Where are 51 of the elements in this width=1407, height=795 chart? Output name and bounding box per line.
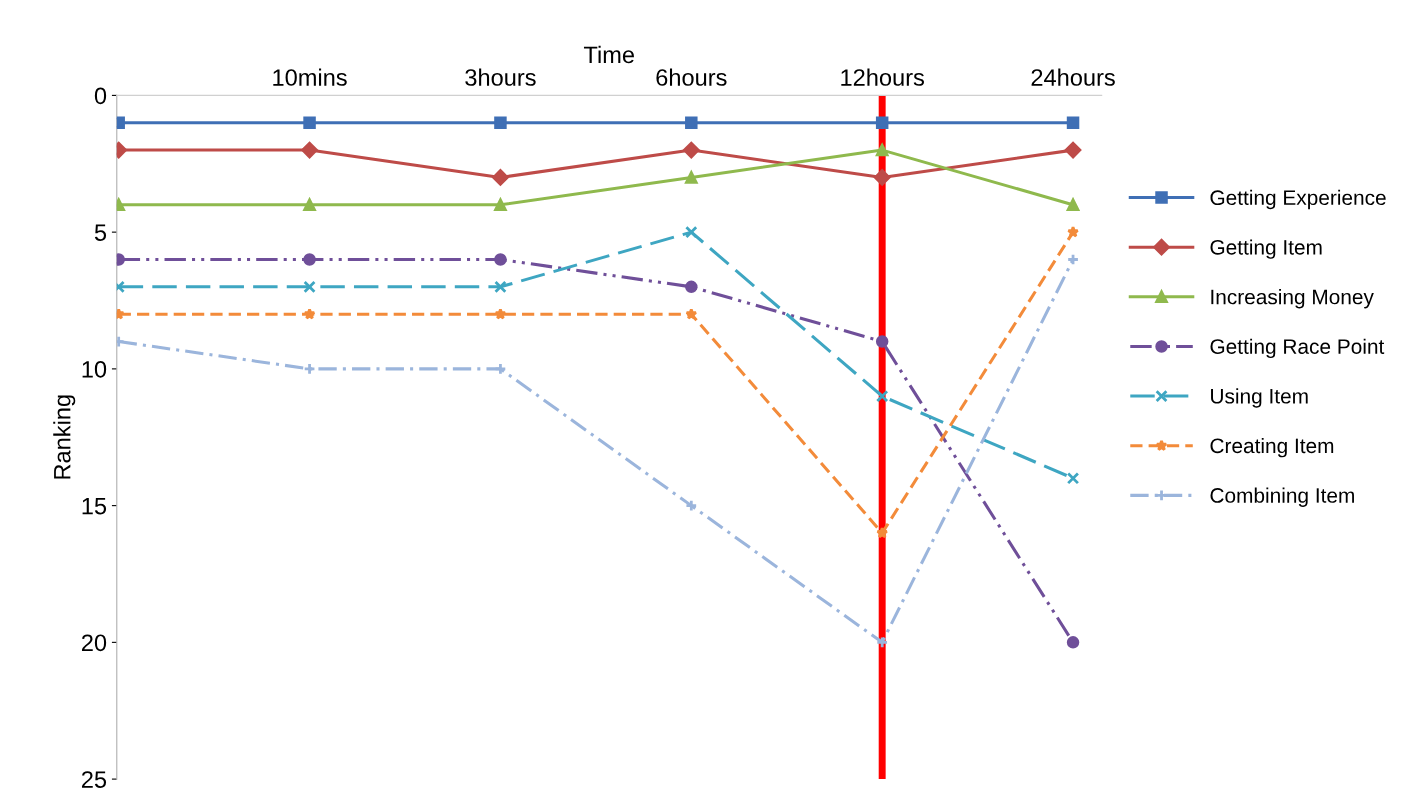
y-tick-label: 0 — [94, 87, 107, 105]
legend-label: Increasing Money — [1211, 289, 1374, 309]
point — [1064, 141, 1082, 159]
x-tick-label: 3hours — [465, 68, 536, 86]
point — [685, 499, 698, 512]
y-tick-label: 5 — [94, 224, 107, 241]
y-tick-label: 15 — [82, 497, 107, 515]
point — [303, 253, 316, 266]
y-tick-label: 25 — [81, 771, 107, 788]
point — [875, 143, 889, 157]
point — [1066, 636, 1080, 649]
point — [875, 389, 889, 403]
point — [873, 169, 891, 186]
point — [494, 198, 507, 212]
point — [303, 116, 316, 129]
point — [494, 362, 507, 376]
point — [685, 225, 698, 239]
point — [1067, 225, 1080, 238]
point — [494, 280, 507, 294]
point — [494, 116, 507, 129]
point — [303, 280, 316, 294]
point — [1066, 198, 1080, 212]
x-axis-title: Time — [583, 45, 634, 64]
legend-label: Combining Item — [1210, 487, 1354, 507]
legend-label: Using Item — [1211, 388, 1308, 408]
point — [683, 141, 700, 159]
point — [301, 141, 318, 159]
x-tick-label: 24hours — [1031, 68, 1115, 86]
legend-label: Getting Race Point — [1210, 338, 1385, 359]
point — [303, 362, 316, 376]
y-axis-title: Ranking — [53, 395, 76, 479]
x-tick-label: 10mins — [273, 68, 347, 86]
x-tick-label: 12hours — [841, 68, 924, 86]
point — [685, 116, 698, 129]
point — [875, 335, 889, 348]
point — [494, 253, 507, 266]
x-tick-label: 6hours — [656, 68, 727, 86]
point — [685, 280, 698, 294]
point — [1066, 253, 1080, 266]
y-tick-label: 10 — [82, 360, 107, 378]
point — [875, 636, 889, 649]
legend-label: Creating Item — [1210, 437, 1334, 458]
point — [1066, 116, 1080, 129]
point — [492, 169, 509, 186]
point — [876, 526, 889, 539]
point — [303, 198, 316, 212]
point — [1066, 472, 1080, 485]
point — [875, 116, 889, 129]
y-tick-label: 20 — [81, 634, 107, 652]
legend-label: Getting Item — [1210, 239, 1322, 259]
legend-label: Getting Experience — [1210, 189, 1386, 210]
